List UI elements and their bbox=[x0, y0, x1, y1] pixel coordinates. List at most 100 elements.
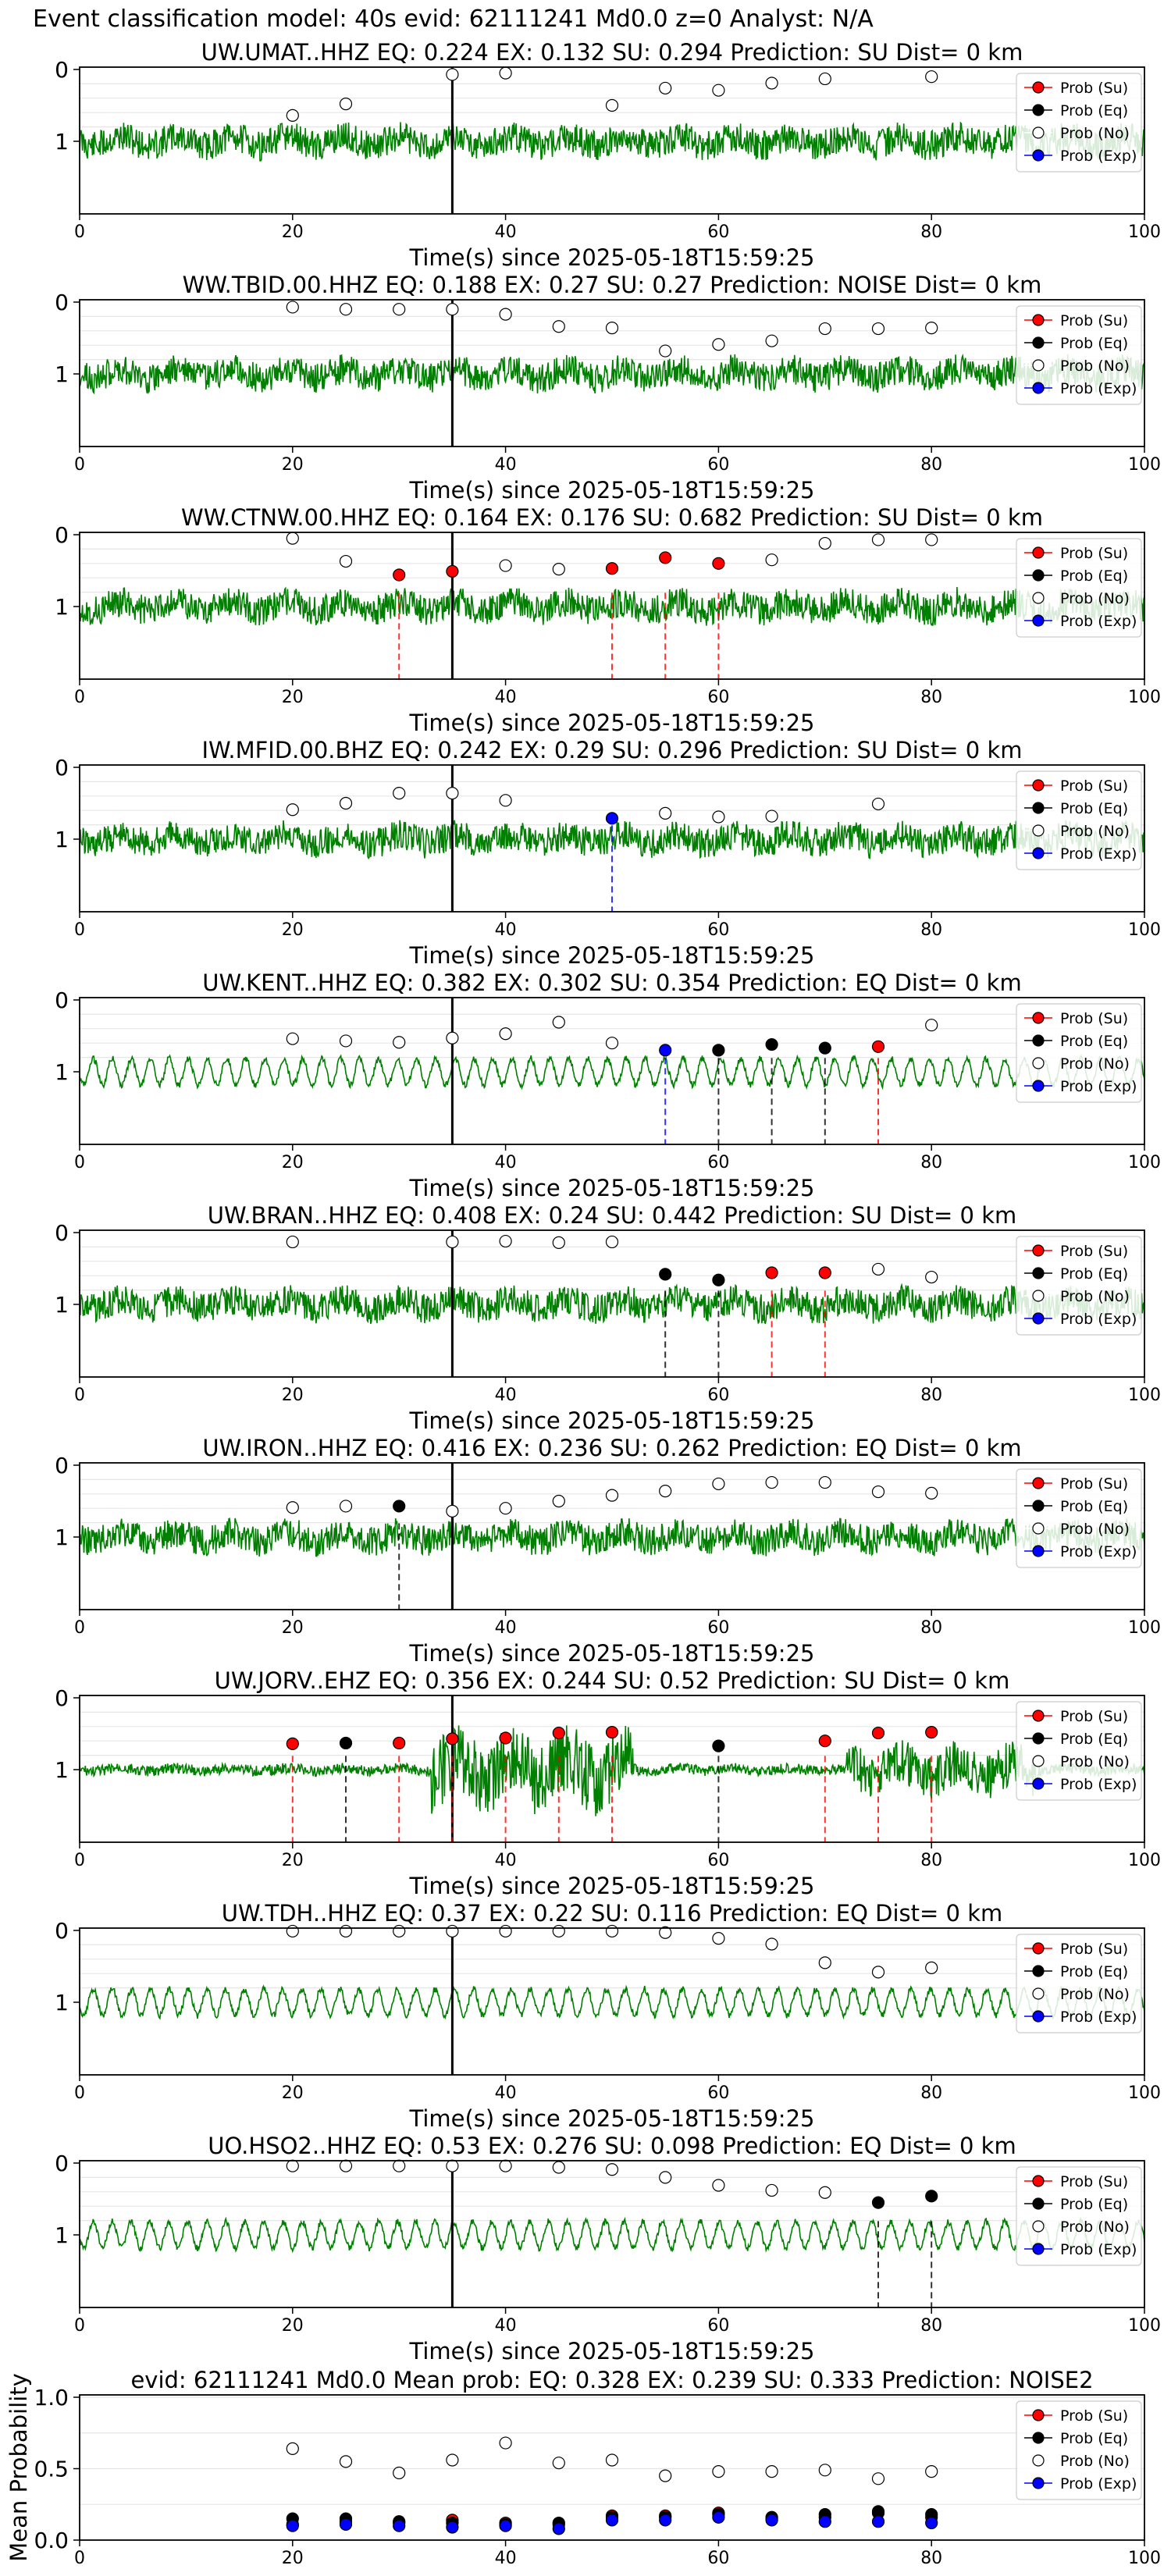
legend-marker-su bbox=[1032, 1710, 1045, 1722]
legend-label-no: Prob (No) bbox=[1060, 358, 1130, 375]
legend-label-no: Prob (No) bbox=[1060, 1288, 1130, 1305]
prob-point-su bbox=[659, 551, 672, 564]
ytick-label: 0 bbox=[55, 1918, 69, 1944]
prob-point-no bbox=[659, 81, 672, 95]
prob-point-no bbox=[499, 1502, 512, 1515]
axes-frame bbox=[79, 1229, 1145, 1378]
legend-marker-no bbox=[1032, 1057, 1045, 1069]
xtick-label: 0 bbox=[74, 920, 85, 940]
xtick-label: 100 bbox=[1128, 1153, 1161, 1172]
legend-marker-su bbox=[1032, 1012, 1045, 1024]
xtick-label: 0 bbox=[74, 1386, 85, 1405]
prob-point-su bbox=[393, 568, 406, 582]
legend-marker-eq bbox=[1032, 1267, 1045, 1279]
legend-label-eq: Prob (Eq) bbox=[1060, 102, 1128, 119]
prob-point-su bbox=[286, 1737, 299, 1750]
xtick-label: 80 bbox=[920, 688, 942, 707]
prob-point-eq bbox=[765, 1037, 778, 1051]
legend-marker-eq bbox=[1032, 1500, 1045, 1512]
prob-point-no bbox=[871, 797, 885, 811]
legend: Prob (Su) Prob (Eq) Prob (No) Prob (Exp) bbox=[1016, 770, 1142, 870]
prob-point-no bbox=[286, 1032, 299, 1045]
prob-point-no bbox=[446, 2159, 459, 2172]
panel-title: WW.TBID.00.HHZ EQ: 0.188 EX: 0.27 SU: 0.… bbox=[183, 272, 1042, 298]
xtick-label: 0 bbox=[74, 2083, 85, 2103]
xtick-label: 60 bbox=[707, 1851, 729, 1870]
xtick-label: 0 bbox=[74, 455, 85, 475]
prob-point-su bbox=[446, 564, 459, 578]
legend-label-exp: Prob (Exp) bbox=[1060, 380, 1137, 397]
prob-point-no bbox=[871, 533, 885, 546]
ytick-label: 1 bbox=[55, 594, 69, 620]
prob-point-su bbox=[765, 1266, 778, 1279]
legend-marker-exp bbox=[1032, 382, 1045, 394]
waveform-trace bbox=[80, 1283, 1144, 1325]
prob-point-no bbox=[499, 1234, 512, 1248]
mean-point-no bbox=[605, 2453, 619, 2467]
legend: Prob (Su) Prob (Eq) Prob (No) Prob (Exp) bbox=[1016, 538, 1142, 638]
xtick-label: 100 bbox=[1128, 1386, 1161, 1405]
legend-marker-su bbox=[1032, 314, 1045, 326]
legend-label-no: Prob (No) bbox=[1060, 590, 1130, 607]
legend-label-su: Prob (Su) bbox=[1060, 312, 1128, 329]
prob-point-no bbox=[605, 1924, 619, 1938]
prob-point-no bbox=[499, 308, 512, 321]
panel-9: UO.HSO2..HHZ EQ: 0.53 EX: 0.276 SU: 0.09… bbox=[55, 2133, 1161, 2364]
prob-point-su bbox=[871, 1040, 885, 1053]
prob-point-no bbox=[818, 72, 831, 86]
xtick-label: 40 bbox=[495, 688, 517, 707]
legend-marker-eq bbox=[1032, 569, 1045, 582]
legend-label-exp: Prob (Exp) bbox=[1060, 845, 1137, 863]
prob-point-eq bbox=[393, 1500, 406, 1513]
legend-marker-su bbox=[1032, 2175, 1045, 2187]
legend-label-no: Prob (No) bbox=[1060, 2218, 1130, 2236]
prob-point-no bbox=[499, 559, 512, 572]
prob-point-no bbox=[925, 1961, 938, 1974]
axes-frame bbox=[79, 2160, 1145, 2308]
prob-point-no bbox=[925, 70, 938, 84]
legend-box bbox=[1016, 1701, 1142, 1801]
mean-point-no bbox=[818, 2464, 831, 2477]
xtick-label: 100 bbox=[1128, 222, 1161, 242]
xtick-label: 60 bbox=[707, 1386, 729, 1405]
mean-point-exp bbox=[393, 2519, 406, 2532]
prob-point-no bbox=[659, 2171, 672, 2184]
prob-point-no bbox=[818, 1956, 831, 1969]
prob-point-no bbox=[605, 322, 619, 335]
waveform-trace bbox=[80, 1517, 1144, 1557]
prob-point-no bbox=[446, 1235, 459, 1249]
panel-title: IW.MFID.00.BHZ EQ: 0.242 EX: 0.29 SU: 0.… bbox=[201, 737, 1022, 763]
x-axis-label: Time(s) since 2025-05-18T15:59:25 bbox=[409, 477, 815, 503]
prob-point-no bbox=[765, 809, 778, 823]
prob-point-no bbox=[552, 1924, 565, 1938]
prob-point-su bbox=[925, 1726, 938, 1739]
prob-point-no bbox=[446, 303, 459, 316]
panel-title: UW.UMAT..HHZ EQ: 0.224 EX: 0.132 SU: 0.2… bbox=[201, 39, 1023, 66]
legend-marker-eq bbox=[1032, 1732, 1045, 1745]
legend-box bbox=[1016, 1934, 1142, 2033]
legend-marker-su bbox=[1032, 1477, 1045, 1489]
ytick-label: 0 bbox=[55, 1220, 69, 1246]
x-axis-label: Time(s) since 2025-05-18T15:59:25 bbox=[409, 2338, 815, 2364]
legend-label-su: Prob (Su) bbox=[1060, 1010, 1128, 1027]
legend-marker-exp bbox=[1032, 614, 1045, 627]
prob-point-no bbox=[286, 1924, 299, 1938]
ytick-label: 1 bbox=[55, 2222, 69, 2248]
legend-marker-exp bbox=[1032, 2243, 1045, 2255]
xtick-label: 40 bbox=[495, 1851, 517, 1870]
xtick-label: 40 bbox=[495, 2316, 517, 2336]
legend-label-su: Prob (Su) bbox=[1060, 1475, 1128, 1493]
legend-label-su: Prob (Su) bbox=[1060, 545, 1128, 562]
mean-point-exp bbox=[871, 2515, 885, 2528]
legend: Prob (Su) Prob (Eq) Prob (No) Prob (Exp) bbox=[1016, 2400, 1142, 2500]
panel-5: UW.BRAN..HHZ EQ: 0.408 EX: 0.24 SU: 0.44… bbox=[55, 1202, 1161, 1434]
ytick-label: 0 bbox=[55, 290, 69, 315]
legend-marker-exp bbox=[1032, 2477, 1045, 2489]
xtick-label: 40 bbox=[495, 2083, 517, 2103]
ytick-label: 0 bbox=[55, 57, 69, 83]
prob-point-no bbox=[605, 1235, 619, 1249]
prob-point-no bbox=[552, 1494, 565, 1508]
legend-label-no: Prob (No) bbox=[1060, 1753, 1130, 1770]
prob-point-no bbox=[339, 98, 353, 111]
xtick-label: 40 bbox=[495, 920, 517, 940]
